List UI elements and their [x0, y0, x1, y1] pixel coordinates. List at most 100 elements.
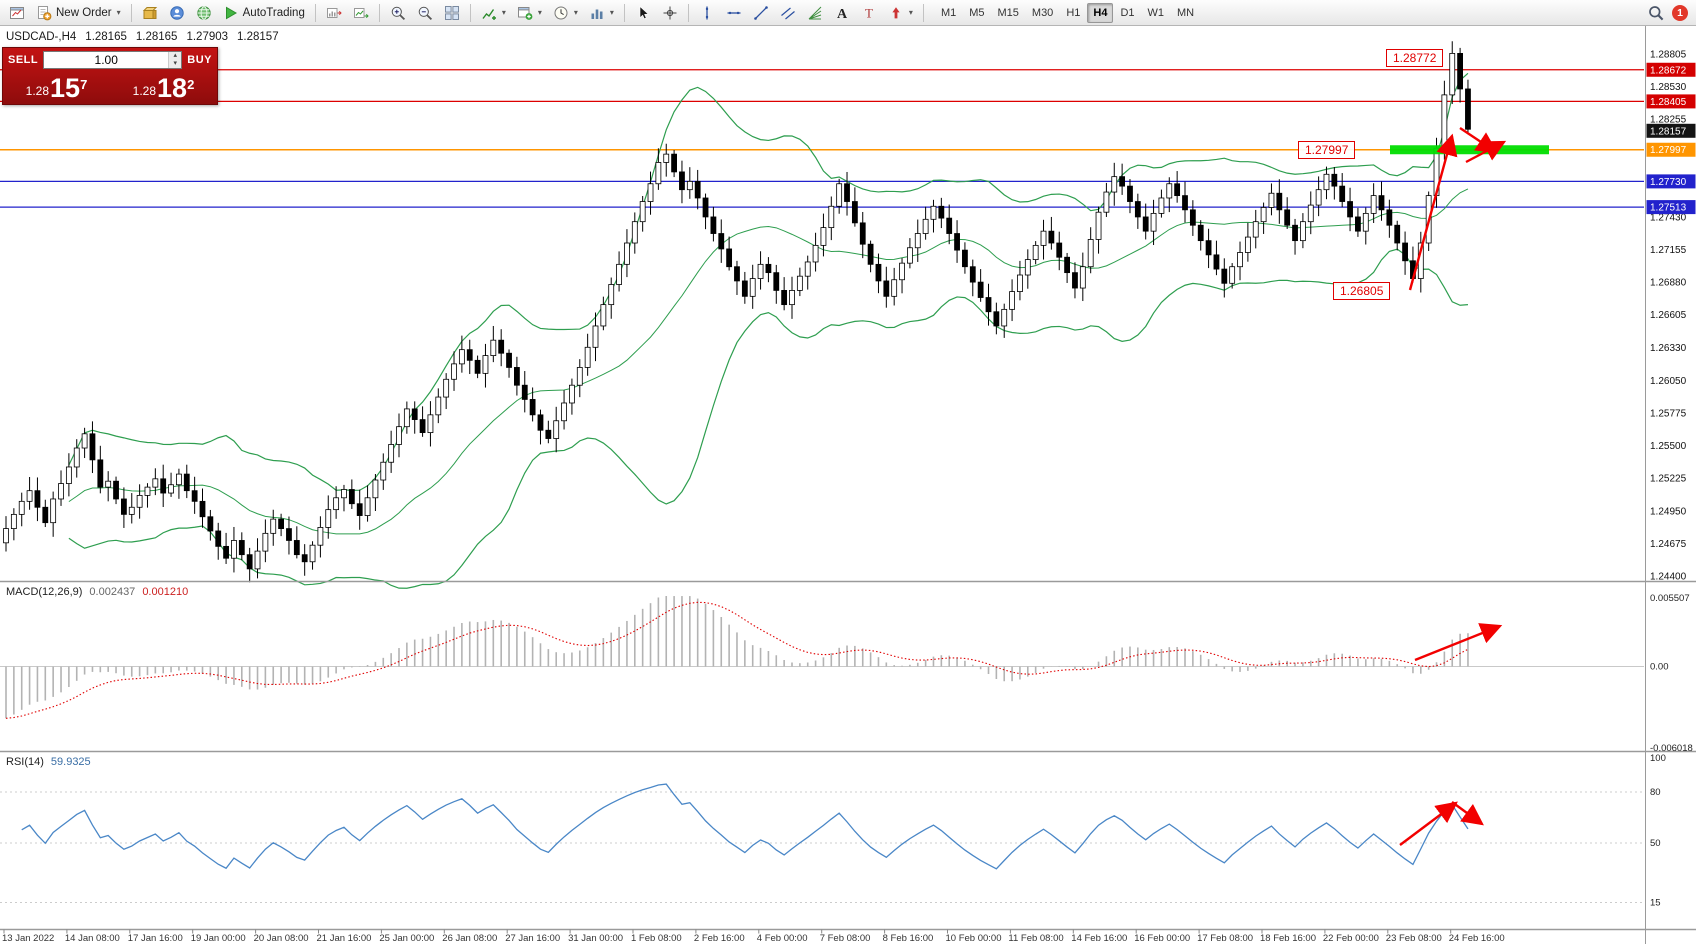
price-badge-label: 1.27997 — [1650, 145, 1687, 156]
price-badge-label: 1.28157 — [1650, 126, 1687, 137]
timeframe-h4[interactable]: H4 — [1087, 2, 1114, 23]
price-scale-label: 1.28530 — [1650, 82, 1687, 93]
trend-arrow[interactable] — [1451, 801, 1484, 826]
zoom-in-icon — [391, 6, 405, 20]
toolbar-periods-button[interactable]: ▾ — [548, 2, 583, 24]
toolbar-zoom-out-button[interactable] — [412, 2, 438, 24]
rsi-indicator-label: RSI(14) 59.9325 — [6, 756, 91, 768]
trend-arrow[interactable] — [1465, 140, 1507, 164]
channel-icon — [781, 7, 795, 19]
toolbar-fibonacci-button[interactable] — [802, 2, 828, 24]
tile-icon — [444, 5, 459, 20]
time-axis-label: 1 Feb 08:00 — [631, 933, 682, 944]
sell-price[interactable]: 1.28 15 7 — [25, 73, 88, 103]
timeframe-d1[interactable]: D1 — [1114, 3, 1140, 23]
toolbar-web-button[interactable] — [191, 2, 217, 24]
price-annotation-label[interactable]: 1.26805 — [1333, 282, 1391, 300]
toolbar-new-window-button[interactable]: ▾ — [512, 2, 547, 24]
toolbar-zoom-in-button[interactable] — [385, 2, 411, 24]
timeframe-h1[interactable]: H1 — [1060, 3, 1086, 23]
toolbar-chart-shift-button[interactable] — [321, 2, 347, 24]
price-badge — [1646, 123, 1696, 138]
trend-arrow[interactable] — [1414, 623, 1503, 662]
toolbar-community-button[interactable] — [164, 2, 190, 24]
toolbar-separator — [623, 3, 625, 22]
price-scale-label: 1.26050 — [1650, 376, 1687, 387]
svg-text:80: 80 — [1650, 787, 1661, 798]
trend-arrow[interactable] — [1408, 133, 1458, 291]
price-scale-label: 1.26880 — [1650, 278, 1687, 289]
time-axis-label: 4 Feb 00:00 — [757, 933, 808, 944]
toolbar-separator — [378, 3, 380, 22]
timeframe-m15[interactable]: M15 — [992, 3, 1025, 23]
support-zone[interactable] — [1390, 145, 1549, 155]
panel-separators[interactable] — [0, 26, 1696, 944]
time-axis-label: 7 Feb 08:00 — [820, 933, 871, 944]
toolbar-horizontal-line-button[interactable] — [721, 2, 747, 24]
volume-input[interactable] — [44, 51, 169, 68]
toolbar-trendline-button[interactable] — [748, 2, 774, 24]
price-badge-label: 1.27513 — [1650, 203, 1687, 214]
trend-arrow[interactable] — [1399, 801, 1458, 846]
trend-arrows[interactable] — [1399, 127, 1507, 846]
price-badge — [1646, 174, 1696, 189]
volume-down-icon[interactable]: ▾ — [169, 59, 182, 68]
chart-window-icon — [10, 6, 24, 19]
volume-up-icon[interactable]: ▴ — [169, 51, 182, 60]
toolbar-new-order-button[interactable]: New Order ▾ — [31, 2, 126, 24]
chart-ohlc-header: USDCAD-,H4 1.28165 1.28165 1.27903 1.281… — [6, 31, 279, 43]
timeframe-w1[interactable]: W1 — [1142, 3, 1171, 23]
price-scale-label: 1.28805 — [1650, 50, 1687, 61]
toolbar-tile-windows-button[interactable] — [439, 2, 465, 24]
buy-price[interactable]: 1.28 18 2 — [132, 73, 195, 103]
toolbar-crosshair-button[interactable] — [657, 2, 683, 24]
cursor-icon — [639, 5, 649, 19]
price-badge-label: 1.28672 — [1650, 65, 1687, 76]
price-scale-label: 1.25225 — [1650, 474, 1687, 485]
notification-badge[interactable]: 1 — [1672, 4, 1688, 21]
time-axis-label: 23 Feb 08:00 — [1386, 933, 1442, 944]
new-order-icon — [38, 5, 52, 20]
toolbar-chart-template-button[interactable]: ▾ — [584, 2, 619, 24]
toolbar-vertical-line-button[interactable] — [694, 2, 720, 24]
macd-panel — [0, 596, 1644, 719]
horizontal-level-lines[interactable] — [0, 69, 1644, 208]
toolbar-auto-scroll-button[interactable] — [348, 2, 374, 24]
price-scale-label: 1.26330 — [1650, 343, 1687, 354]
sell-button[interactable]: SELL — [8, 53, 39, 66]
buy-button[interactable]: BUY — [187, 53, 212, 66]
auto-scroll-icon — [353, 7, 369, 18]
timeframe-m5[interactable]: M5 — [963, 3, 990, 23]
timeframe-mn[interactable]: MN — [1171, 3, 1200, 23]
timeframe-m1[interactable]: M1 — [935, 3, 962, 23]
time-axis[interactable]: 13 Jan 2022 14 Jan 08:00 17 Jan 16:00 19 Ja… — [2, 929, 1505, 944]
price-annotation-label[interactable]: 1.27997 — [1298, 141, 1356, 159]
time-axis-label: 24 Feb 16:00 — [1449, 933, 1505, 944]
time-axis-label: 18 Feb 16:00 — [1260, 933, 1316, 944]
price-badge-label: 1.28405 — [1650, 97, 1687, 108]
toolbar-autotrading-button[interactable]: AutoTrading — [218, 2, 310, 24]
chart-type-icon — [591, 9, 603, 19]
low-value: 1.27903 — [186, 31, 229, 43]
svg-text:0.005507: 0.005507 — [1650, 593, 1690, 604]
toolbar-cursor-button[interactable] — [630, 2, 656, 24]
toolbar-text-button[interactable]: A — [829, 2, 855, 24]
toolbar-indicators-button[interactable]: ▾ — [476, 2, 511, 24]
price-scale[interactable]: 1.28805 1.28530 1.28255 1.27430 1.27155 1.268… — [1646, 50, 1696, 583]
label-icon: T — [865, 5, 873, 20]
search-button[interactable] — [1643, 2, 1669, 24]
price-annotation-label[interactable]: 1.28772 — [1386, 49, 1444, 67]
toolbar-text-label-button[interactable]: T — [856, 2, 882, 24]
timeframe-m30[interactable]: M30 — [1026, 3, 1059, 23]
toolbar-chart-window-button[interactable] — [4, 2, 30, 24]
toolbar-market-button[interactable] — [137, 2, 163, 24]
price-scale-label: 1.25500 — [1650, 441, 1687, 452]
time-axis-label: 22 Feb 00:00 — [1323, 933, 1379, 944]
new-window-icon — [517, 6, 533, 20]
toolbar-arrows-button[interactable]: ▾ — [883, 2, 918, 24]
price-scale-label: 1.28255 — [1650, 115, 1687, 126]
toolbar-equidistant-channel-button[interactable] — [775, 2, 801, 24]
